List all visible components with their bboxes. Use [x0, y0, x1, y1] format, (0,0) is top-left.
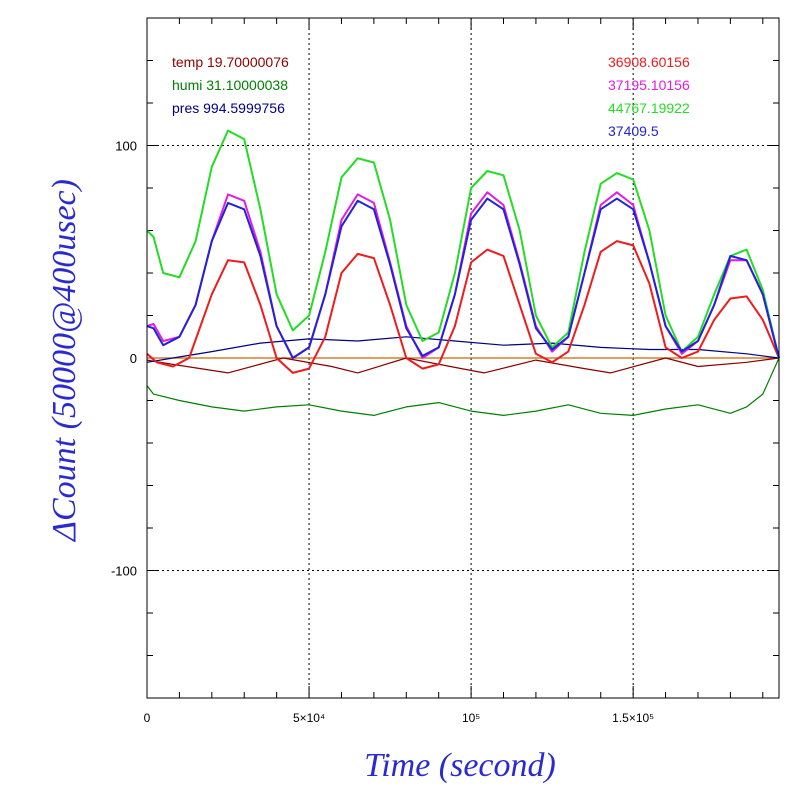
plot-frame: [146, 17, 780, 699]
legend-left-entry: humi 31.10000038: [172, 77, 288, 93]
series-line-6: [146, 129, 780, 359]
legend-right-entry: 37409.5: [608, 123, 659, 139]
legend-left: temp 19.70000076 humi 31.10000038 pres 994…: [172, 54, 289, 116]
series-line-2: [146, 357, 780, 416]
y-axis-title: ΔCount (50000@400usec): [46, 179, 83, 543]
series-group: [146, 129, 780, 416]
x-axis-title: Time (second): [364, 747, 556, 784]
tick-labels: 0 5×10⁴ 10⁵ 1.5×10⁵ -100 0 100: [111, 139, 654, 726]
legend-right: 36908.60156 37195.10156 44767.19922 37409.5: [608, 54, 690, 139]
legend-right-entry: 44767.19922: [608, 100, 690, 116]
legend-right-entry: 37195.10156: [608, 77, 690, 93]
legend-left-entry: temp 19.70000076: [172, 54, 289, 70]
x-tick-label: 5×10⁴: [293, 711, 325, 725]
y-tick-label: -100: [111, 564, 137, 579]
x-tick-label: 10⁵: [462, 711, 480, 725]
x-tick-label: 1.5×10⁵: [612, 711, 654, 725]
series-line-7: [146, 197, 780, 359]
x-tick-label: 0: [144, 711, 151, 725]
y-tick-label: 100: [115, 139, 137, 154]
series-line-1: [146, 357, 780, 374]
legend-right-entry: 36908.60156: [608, 54, 690, 70]
series-line-4: [146, 240, 780, 374]
legend-left-entry: pres 994.5999756: [172, 100, 285, 116]
y-tick-label: 0: [130, 351, 137, 366]
